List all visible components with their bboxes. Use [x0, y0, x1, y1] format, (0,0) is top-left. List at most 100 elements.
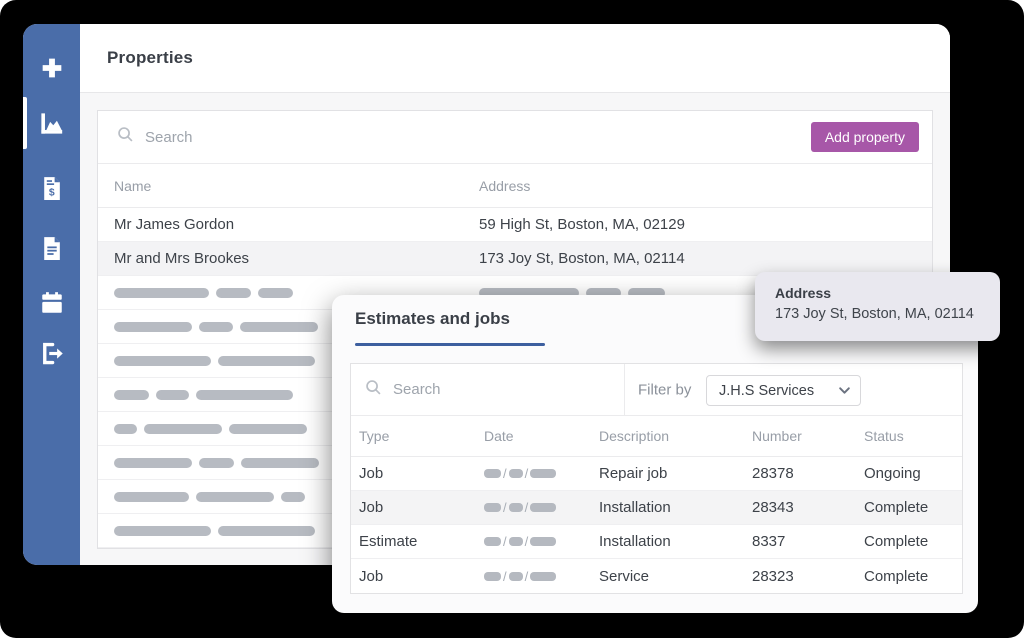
placeholder-bar — [156, 389, 189, 400]
property-name-cell: Mr and Mrs Brookes — [114, 250, 250, 267]
name-placeholder-group — [98, 355, 479, 366]
placeholder-bar — [508, 571, 523, 581]
column-header-status: Status — [864, 428, 904, 444]
vertical-divider — [624, 364, 625, 415]
name-placeholder-group — [98, 321, 479, 332]
name-placeholder-group — [98, 389, 479, 400]
property-row[interactable]: Mr and Mrs Brookes 173 Joy St, Boston, M… — [98, 242, 932, 276]
sidebar-item-invoices[interactable]: $ — [23, 169, 80, 205]
signout-icon — [38, 340, 65, 367]
estimate-number-cell: 28323 — [752, 567, 794, 585]
placeholder-bar — [530, 469, 557, 478]
placeholder-bar — [114, 525, 211, 536]
name-placeholder-group — [98, 287, 479, 298]
properties-table-header: Name Address — [98, 164, 932, 208]
date-separator: / — [503, 500, 507, 515]
estimate-type-cell: Estimate — [359, 533, 418, 550]
estimate-row[interactable]: Job / / Service 28323 Complete — [351, 559, 962, 593]
estimates-card: Filter by J.H.S Services Type Date Descr… — [350, 363, 963, 594]
placeholder-bar — [144, 423, 222, 434]
column-header-address: Address — [479, 177, 531, 194]
name-placeholder-group — [98, 491, 479, 502]
sidebar-item-signout[interactable] — [23, 335, 80, 371]
date-placeholder-group: / / — [476, 569, 591, 584]
page-title: Properties — [107, 48, 194, 67]
placeholder-bar — [258, 287, 293, 298]
properties-table-body: Mr James Gordon 59 High St, Boston, MA, … — [98, 208, 932, 276]
add-property-button[interactable]: Add property — [810, 122, 919, 152]
estimate-description-cell: Installation — [599, 499, 671, 516]
date-separator: / — [503, 466, 507, 481]
column-header-type: Type — [359, 428, 390, 444]
placeholder-bar — [241, 457, 319, 468]
sidebar-item-calendar[interactable] — [23, 285, 80, 321]
estimate-row[interactable]: Job / / Installation 28343 Complete — [351, 491, 962, 525]
chart-icon — [38, 110, 65, 137]
placeholder-bar — [218, 525, 315, 536]
active-indicator — [23, 97, 27, 149]
placeholder-bar — [196, 389, 293, 400]
estimate-description-cell: Installation — [599, 533, 671, 550]
invoice-icon: $ — [39, 175, 64, 200]
service-filter-dropdown[interactable]: J.H.S Services — [706, 375, 861, 406]
placeholder-bar — [196, 491, 274, 502]
placeholder-bar — [628, 287, 665, 298]
placeholder-bar — [216, 287, 251, 298]
dropdown-selected-value: J.H.S Services — [719, 382, 815, 399]
placeholder-bar — [484, 503, 501, 512]
sidebar-item-documents[interactable] — [23, 229, 80, 265]
date-placeholder-group: / / — [476, 466, 591, 481]
date-separator: / — [503, 568, 507, 584]
date-separator: / — [524, 568, 529, 584]
placeholder-bar — [530, 537, 557, 546]
estimate-number-cell: 8337 — [752, 533, 786, 550]
placeholder-bar — [484, 537, 501, 546]
column-header-date: Date — [484, 428, 514, 444]
estimate-row[interactable]: Estimate / / Installation 8337 Complete — [351, 525, 962, 559]
calendar-icon — [39, 290, 65, 316]
date-separator: / — [524, 466, 529, 481]
column-header-description: Description — [599, 428, 670, 444]
sidebar: $ — [23, 24, 80, 565]
property-name-cell: Mr James Gordon — [114, 216, 235, 233]
estimates-table-body: Job / / Repair job 28378 Ongoing Job / / I… — [351, 457, 962, 593]
estimate-status-cell: Complete — [864, 499, 929, 516]
properties-search-input[interactable] — [143, 127, 443, 147]
property-address-cell: 59 High St, Boston, MA, 02129 — [479, 216, 685, 233]
plus-icon — [38, 54, 66, 82]
placeholder-bar — [586, 287, 621, 298]
estimates-filter-row: Filter by J.H.S Services — [351, 364, 962, 416]
property-row[interactable]: Mr James Gordon 59 High St, Boston, MA, … — [98, 208, 932, 242]
address-placeholder-group — [479, 287, 932, 298]
properties-search-row: Add property — [98, 111, 932, 164]
address-tooltip: Address 173 Joy St, Boston, MA, 02114 — [755, 272, 1000, 341]
estimates-title: Estimates and jobs — [355, 309, 510, 328]
svg-text:$: $ — [49, 187, 55, 198]
estimate-number-cell: 28343 — [752, 499, 794, 516]
placeholder-bar — [114, 457, 192, 468]
estimate-row[interactable]: Job / / Repair job 28378 Ongoing — [351, 457, 962, 491]
date-separator: / — [524, 534, 529, 549]
sidebar-item-add[interactable] — [23, 50, 80, 86]
placeholder-bar — [114, 389, 149, 400]
date-separator: / — [503, 534, 507, 549]
placeholder-bar — [508, 469, 523, 478]
estimate-description-cell: Repair job — [599, 465, 668, 482]
placeholder-bar — [229, 423, 307, 434]
estimate-description-cell: Service — [599, 567, 650, 585]
estimate-type-cell: Job — [359, 567, 384, 585]
sidebar-item-reports[interactable] — [23, 97, 80, 149]
placeholder-bar — [114, 423, 137, 434]
placeholder-bar — [240, 321, 318, 332]
placeholder-bar — [114, 491, 189, 502]
placeholder-bar — [479, 287, 579, 298]
placeholder-bar — [114, 287, 209, 298]
estimate-type-cell: Job — [359, 465, 384, 482]
column-header-number: Number — [752, 428, 802, 444]
properties-titlebar: Properties — [80, 24, 950, 93]
title-underline — [355, 343, 545, 346]
estimate-status-cell: Complete — [864, 567, 929, 585]
filter-by-label: Filter by — [638, 381, 692, 398]
estimates-search-input[interactable] — [391, 380, 591, 399]
name-placeholder-group — [98, 423, 479, 434]
